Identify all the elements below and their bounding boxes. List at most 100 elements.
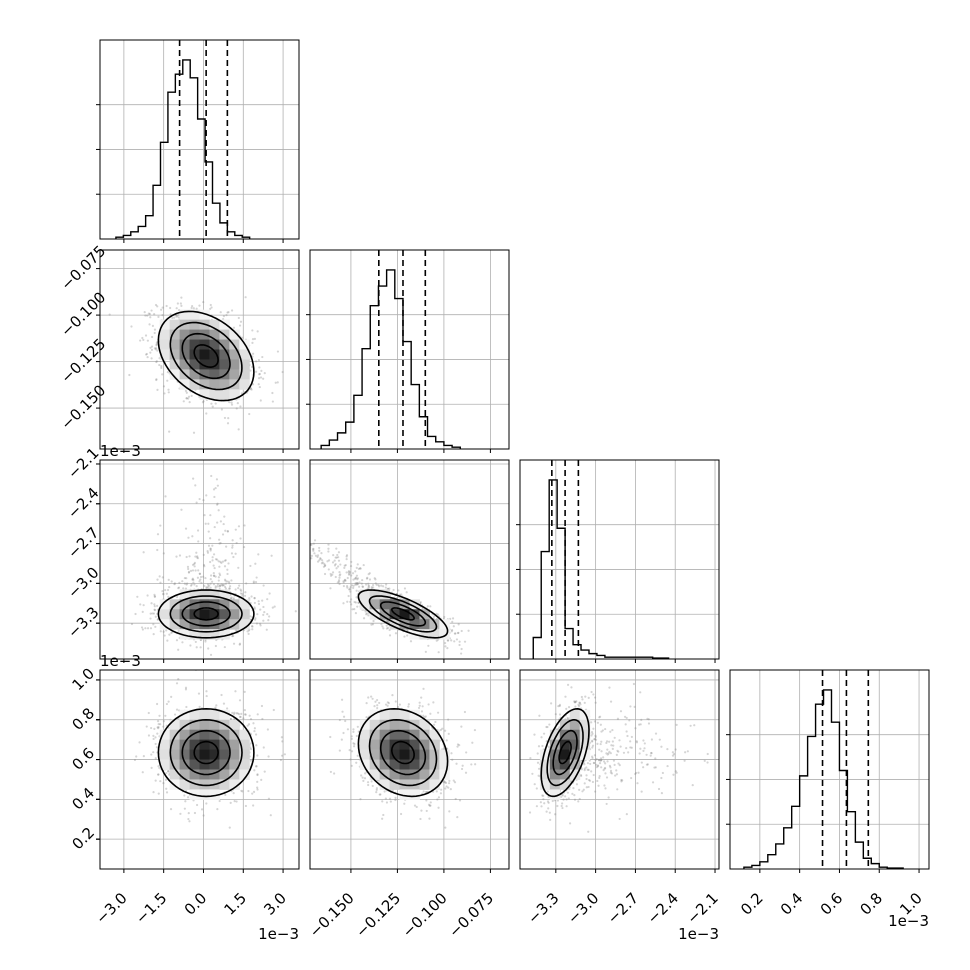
scatter-point (219, 311, 222, 314)
scatter-point (254, 733, 258, 736)
scatter-point (156, 548, 159, 552)
scatter-point (346, 600, 349, 603)
scatter-point (240, 589, 243, 592)
scatter-point (257, 383, 260, 386)
scatter-point (394, 632, 398, 635)
scatter-point (247, 629, 251, 632)
density-cell (189, 379, 200, 390)
scatter-point (303, 542, 305, 544)
scatter-point (149, 346, 152, 349)
scatter-point (354, 577, 357, 580)
scatter-point (155, 344, 158, 347)
scatter-point (156, 533, 160, 536)
scatter-point (216, 558, 219, 561)
density-cell (209, 599, 220, 610)
scatter-point (177, 648, 180, 651)
scatter-point (226, 530, 229, 533)
scatter-point (450, 630, 453, 633)
scatter-point (180, 296, 183, 299)
scatter-point (225, 580, 229, 583)
panel-frame (519, 459, 720, 660)
scatter-point (149, 617, 152, 620)
scatter-point (226, 530, 229, 533)
scatter-point (246, 724, 249, 727)
density-cell (219, 599, 230, 610)
scatter-point (145, 352, 148, 356)
scatter-point (372, 583, 375, 587)
density-cell (229, 389, 240, 400)
density-cell (209, 609, 220, 620)
scatter-point (239, 592, 243, 595)
scatter-point (258, 622, 262, 625)
scatter-point (210, 474, 213, 478)
scatter-point (248, 597, 251, 600)
scatter-point (450, 639, 453, 642)
scatter-point (227, 580, 230, 583)
scatter-point (156, 618, 159, 621)
scatter-point (233, 799, 236, 803)
scatter-point (248, 412, 251, 416)
scatter-point (453, 632, 456, 635)
scatter-point (164, 495, 167, 498)
density-cell (169, 319, 181, 331)
scatter-point (182, 587, 185, 590)
density-cell (159, 599, 171, 610)
scatter-point (357, 567, 361, 570)
scatter-point (209, 653, 213, 656)
histogram-panel (310, 250, 509, 449)
scatter-point (153, 605, 156, 608)
scatter-point (217, 576, 220, 579)
density-group (100, 460, 299, 659)
scatter-point (196, 556, 199, 559)
scatter-point (177, 587, 180, 590)
scatter-point (342, 602, 345, 605)
scatter-point (377, 583, 380, 587)
scatter-point (150, 309, 153, 312)
scatter-point (312, 549, 315, 552)
density-cell (159, 339, 171, 350)
scatter-point (329, 574, 333, 577)
scatter-point (204, 640, 207, 643)
scatter-point (223, 645, 226, 649)
scatter-point (365, 577, 369, 580)
scatter-point (148, 323, 151, 326)
scatter-point (334, 563, 337, 566)
scatter-point (255, 576, 258, 579)
scatter-point (456, 631, 460, 635)
scatter-point (216, 503, 219, 506)
scatter-point (218, 538, 221, 541)
scatter-point (347, 571, 350, 574)
density-cell (409, 609, 420, 620)
scatter-point (155, 343, 158, 346)
scatter-point (239, 715, 242, 719)
scatter-point (453, 640, 456, 643)
scatter-point (167, 578, 170, 581)
scatter-point (251, 625, 254, 628)
scatter-point (331, 561, 335, 564)
scatter-point (198, 580, 201, 583)
scatter-point (177, 629, 180, 633)
scatter-point (336, 553, 339, 557)
scatter-point (236, 712, 239, 715)
scatter-point (191, 577, 194, 580)
contour-line (193, 344, 219, 369)
scatter-point (244, 296, 247, 299)
scatter-point (356, 578, 359, 581)
density-cell (229, 339, 240, 350)
density-cell (179, 629, 191, 640)
scatter-point (429, 605, 432, 608)
density-cell (199, 629, 210, 640)
scatter-point (367, 586, 370, 589)
scatter-point (204, 576, 207, 580)
scatter-point (235, 407, 238, 410)
scatter-point (217, 509, 220, 512)
scatter-point (148, 312, 151, 316)
scatter-point (243, 594, 247, 597)
scatter-point (254, 562, 257, 565)
scatter-point (217, 560, 220, 563)
scatter-point (222, 522, 225, 526)
density-cell (199, 389, 210, 400)
scatter-point (240, 789, 243, 792)
scatter-point (199, 455, 201, 457)
scatter-point (188, 555, 191, 558)
